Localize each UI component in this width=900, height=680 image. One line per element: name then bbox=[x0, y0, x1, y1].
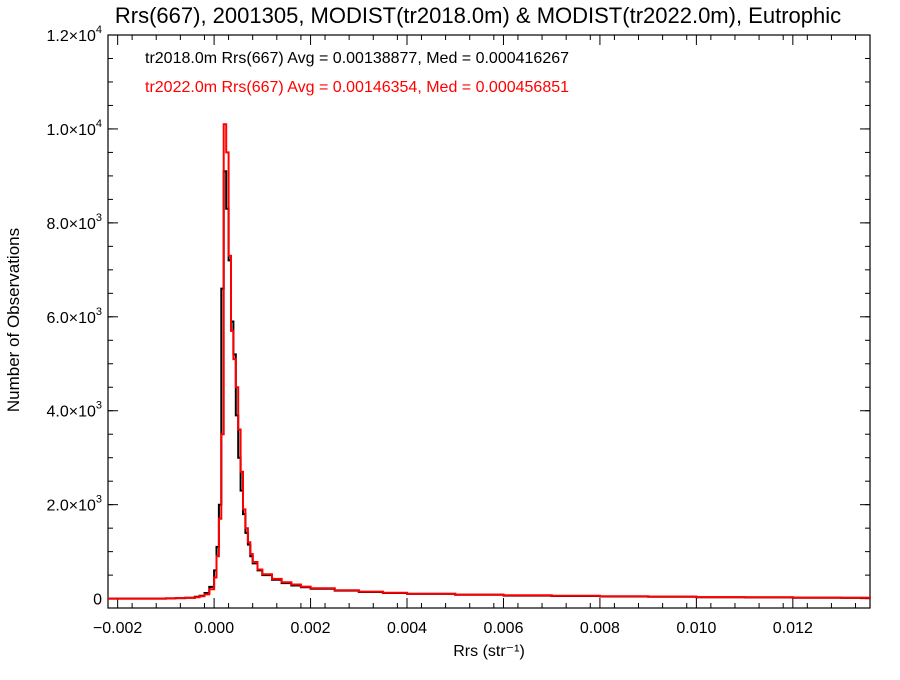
plot-frame bbox=[107, 34, 871, 609]
x-tick-label: 0.004 bbox=[387, 620, 427, 637]
histogram-series-tr2022.0m bbox=[108, 123, 871, 600]
x-tick-label: 0.000 bbox=[194, 620, 234, 637]
x-tick-label: 0.002 bbox=[291, 620, 331, 637]
y-tick-label: 1.2×104 bbox=[46, 24, 102, 45]
x-axis-ticks bbox=[107, 35, 857, 608]
y-tick-label: 6.0×103 bbox=[46, 306, 102, 327]
x-tick-label: 0.010 bbox=[676, 620, 716, 637]
series-annotation-tr2018: tr2018.0m Rrs(667) Avg = 0.00138877, Med… bbox=[145, 50, 569, 67]
x-tick-label: 0.006 bbox=[483, 620, 523, 637]
y-tick-label: 8.0×103 bbox=[46, 212, 102, 233]
series-layer bbox=[108, 123, 871, 600]
y-tick-label: 4.0×103 bbox=[46, 400, 102, 421]
y-axis-tick-labels: 0 2.0×103 4.0×103 6.0×103 8.0×103 1.0×104 1.2×… bbox=[46, 24, 102, 609]
y-tick-label: 0 bbox=[93, 592, 102, 609]
y-tick-label: 2.0×103 bbox=[46, 494, 102, 515]
series-annotation-tr2022: tr2022.0m Rrs(667) Avg = 0.00146354, Med… bbox=[145, 79, 569, 96]
histogram-series-tr2018.0m bbox=[108, 170, 871, 600]
chart-title: Rrs(667), 2001305, MODIST(tr2018.0m) & M… bbox=[115, 3, 841, 28]
y-tick-label: 1.0×104 bbox=[46, 118, 102, 139]
y-axis-label: Number of Observations bbox=[4, 228, 23, 412]
x-axis-tick-labels: −0.002 0.000 0.002 0.004 0.006 0.008 0.010 0.01… bbox=[93, 620, 813, 637]
y-axis-ticks bbox=[108, 34, 870, 600]
x-axis-label: Rrs (str⁻¹) bbox=[453, 643, 525, 660]
x-tick-label: −0.002 bbox=[93, 620, 142, 637]
x-tick-label: 0.008 bbox=[580, 620, 620, 637]
x-tick-label: 0.012 bbox=[773, 620, 813, 637]
